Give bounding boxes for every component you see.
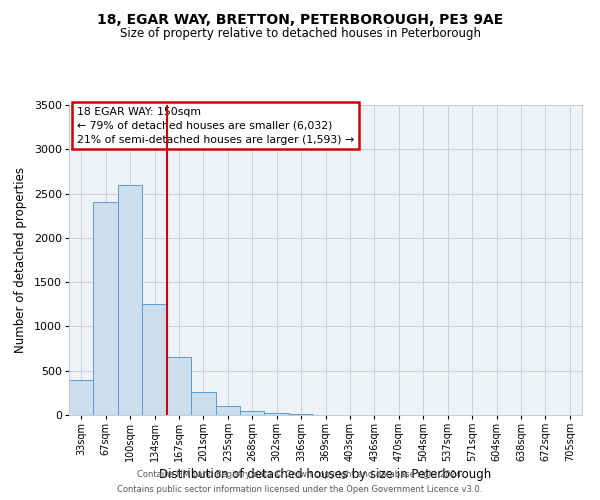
Bar (191, 392, 215, 415)
Text: Size of property relative to detached houses in Peterborough: Size of property relative to detached ho… (119, 28, 481, 40)
Bar (118, 184, 142, 415)
Text: 18 EGAR WAY: 150sqm
← 79% of detached houses are smaller (6,032)
21% of semi-det: 18 EGAR WAY: 150sqm ← 79% of detached ho… (77, 106, 354, 144)
X-axis label: Distribution of detached houses by size in Peterborough: Distribution of detached houses by size … (160, 468, 491, 481)
Bar (289, 414, 313, 415)
Y-axis label: Number of detached properties: Number of detached properties (14, 167, 27, 353)
Text: Contains public sector information licensed under the Open Government Licence v3: Contains public sector information licen… (118, 485, 482, 494)
Bar (69, 380, 94, 415)
Bar (142, 304, 167, 415)
Text: Contains HM Land Registry data © Crown copyright and database right 2024.: Contains HM Land Registry data © Crown c… (137, 470, 463, 479)
Bar (265, 413, 289, 415)
Text: 18, EGAR WAY, BRETTON, PETERBOROUGH, PE3 9AE: 18, EGAR WAY, BRETTON, PETERBOROUGH, PE3… (97, 12, 503, 26)
Bar (167, 358, 191, 415)
Bar (94, 202, 118, 415)
Bar (215, 406, 240, 415)
Bar (240, 410, 265, 415)
